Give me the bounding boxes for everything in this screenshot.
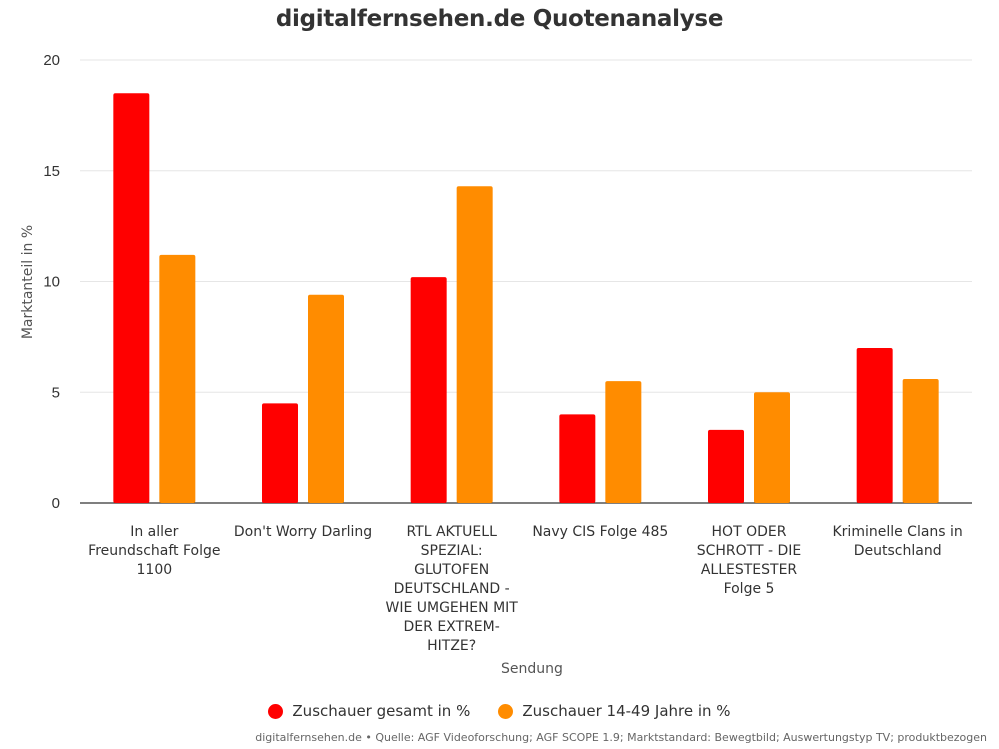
bar-14-49[interactable] (605, 381, 642, 503)
x-category-label-line: SCHROTT - DIE (697, 543, 802, 559)
bar-14-49[interactable] (902, 378, 939, 503)
x-category-label: HOT ODER SCHROTT - DIE ALLESTESTER Folge 5 (697, 524, 802, 597)
bar-14-49[interactable] (754, 392, 790, 503)
chart-title: digitalfernsehen.de Quotenanalyse (275, 6, 724, 32)
bar-total[interactable] (559, 414, 596, 503)
x-category-label: RTL AKTUELL SPEZIAL: GLUTOFEN DEUTSCHLAND -… (385, 524, 518, 654)
y-tick-label: 5 (52, 384, 60, 401)
bar-total[interactable] (410, 277, 447, 503)
x-category-label-line: WIE UMGEHEN MIT (385, 600, 518, 616)
category-labels: In aller Freundschaft Folge 1100 Don't Worr… (88, 524, 963, 654)
y-tick-label: 10 (43, 274, 60, 291)
bars (113, 93, 939, 503)
x-axis-title: Sendung (501, 661, 563, 677)
bar-total[interactable] (708, 429, 744, 503)
x-category-label-line: Folge 5 (724, 581, 775, 597)
legend-marker-total (268, 703, 284, 719)
y-tick-labels: 0 5 10 15 20 (43, 52, 60, 512)
bar-14-49[interactable] (159, 254, 196, 503)
x-category-label: Don't Worry Darling (234, 524, 372, 540)
source-footer: digitalfernsehen.de • Quelle: AGF Videof… (255, 731, 987, 744)
legend-marker-14-49 (498, 703, 514, 719)
x-category-label-line: Navy CIS Folge 485 (532, 524, 668, 540)
legend-label-14-49: Zuschauer 14-49 Jahre in % (522, 702, 731, 720)
x-category-label-line: HITZE? (427, 638, 476, 654)
y-tick-label: 20 (43, 52, 60, 69)
x-category-label-line: SPEZIAL: (421, 543, 483, 559)
x-category-label-line: HOT ODER (712, 524, 787, 540)
x-category-label-line: ALLESTESTER (701, 562, 798, 578)
x-category-label: Kriminelle Clans in Deutschland (833, 524, 963, 559)
x-category-label: In aller Freundschaft Folge 1100 (88, 524, 220, 578)
bar-14-49[interactable] (456, 186, 493, 503)
x-category-label-line: DEUTSCHLAND - (394, 581, 510, 597)
x-category-label-line: Kriminelle Clans in (833, 524, 963, 540)
bar-14-49[interactable] (308, 294, 344, 503)
x-category-label-line: Freundschaft Folge (88, 543, 220, 559)
bar-total[interactable] (262, 403, 298, 503)
x-category-label-line: Deutschland (854, 543, 942, 559)
x-category-label-line: In aller (130, 524, 178, 540)
legend-item-14-49[interactable]: Zuschauer 14-49 Jahre in % (498, 702, 731, 720)
x-category-label-line: GLUTOFEN (414, 562, 489, 578)
legend-label-total: Zuschauer gesamt in % (292, 702, 471, 720)
bar-total[interactable] (113, 93, 150, 503)
bar-total[interactable] (856, 347, 893, 503)
legend: Zuschauer gesamt in % Zuschauer 14-49 Ja… (0, 702, 999, 720)
y-tick-label: 15 (43, 163, 60, 180)
x-category-label-line: Don't Worry Darling (234, 524, 372, 540)
y-tick-label: 0 (52, 495, 60, 512)
x-category-label-line: RTL AKTUELL (406, 524, 497, 540)
legend-item-total[interactable]: Zuschauer gesamt in % (268, 702, 470, 720)
gridlines (80, 59, 972, 504)
y-axis-title: Marktanteil in % (20, 225, 36, 339)
x-category-label: Navy CIS Folge 485 (532, 524, 668, 540)
x-category-label-line: 1100 (137, 562, 173, 578)
x-category-label-line: DER EXTREM- (404, 619, 500, 635)
